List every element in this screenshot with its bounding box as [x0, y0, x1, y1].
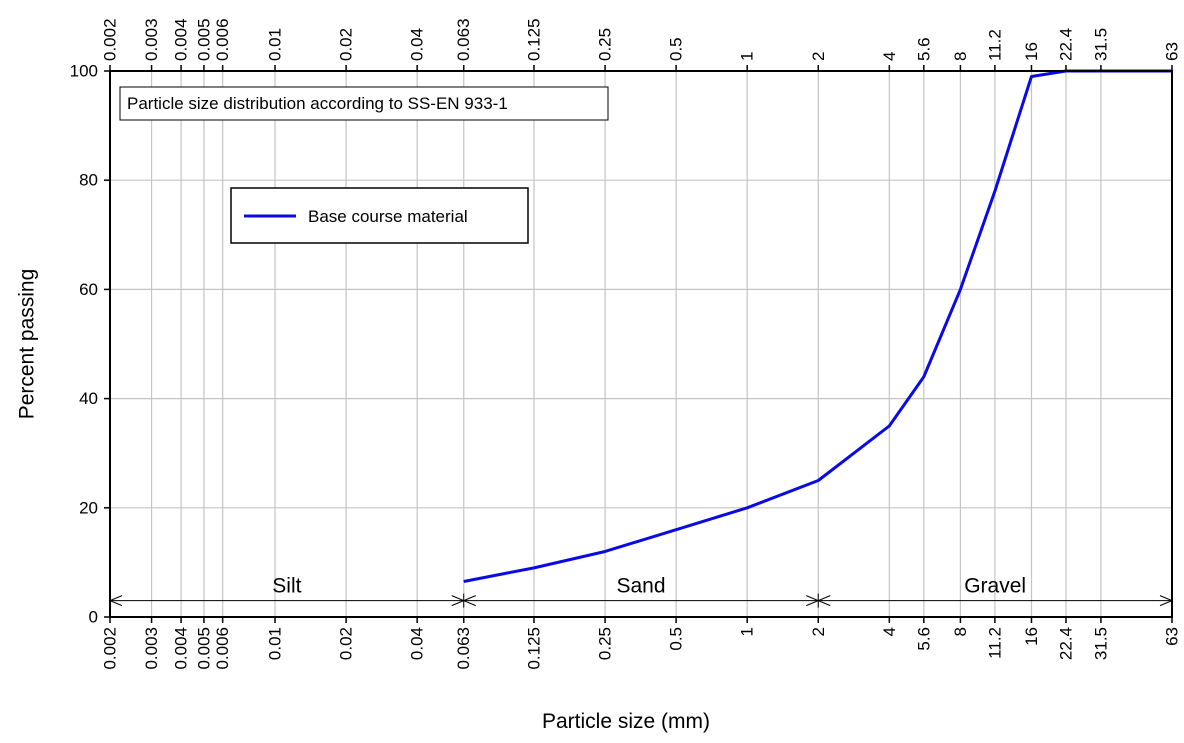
x-tick-label-top: 63 — [1163, 42, 1182, 61]
legend: Base course material — [231, 188, 528, 243]
x-tick-label-bottom: 0.004 — [172, 627, 191, 670]
x-tick-label-top: 0.063 — [454, 18, 473, 61]
x-tick-label-bottom: 0.125 — [524, 627, 543, 670]
x-tick-label-bottom: 0.02 — [337, 627, 356, 660]
x-tick-label-top: 0.002 — [101, 18, 120, 61]
x-tick-label-bottom: 1 — [738, 627, 757, 636]
x-tick-label-top: 2 — [809, 52, 828, 61]
zone-label: Silt — [272, 575, 301, 598]
y-tick-label: 20 — [79, 498, 98, 517]
x-tick-label-top: 0.003 — [142, 18, 161, 61]
zone-label: Sand — [616, 575, 665, 598]
x-tick-label-top: 0.04 — [408, 28, 427, 61]
legend-label: Base course material — [308, 207, 468, 226]
y-tick-label: 60 — [79, 280, 98, 299]
x-tick-label-top: 0.02 — [337, 28, 356, 61]
x-tick-label-top: 0.125 — [524, 18, 543, 61]
x-tick-label-bottom: 0.002 — [101, 627, 120, 670]
soil-zones: Silt Sand Gravel — [110, 575, 1172, 608]
x-tick-label-bottom: 0.5 — [667, 627, 686, 651]
x-axis-title: Particle size (mm) — [542, 710, 710, 733]
x-tick-label-bottom: 8 — [951, 627, 970, 636]
x-tick-label-top: 16 — [1022, 42, 1041, 61]
x-tick-label-top: 31.5 — [1091, 28, 1110, 61]
x-tick-label-bottom: 0.006 — [213, 627, 232, 670]
x-tick-label-bottom: 0.003 — [142, 627, 161, 670]
x-tick-label-top: 22.4 — [1056, 28, 1075, 61]
x-tick-label-bottom: 11.2 — [985, 627, 1004, 659]
y-tick-label: 100 — [70, 62, 98, 81]
x-tick-label-top: 0.004 — [172, 18, 191, 61]
annotation-box: Particle size distribution according to … — [120, 87, 608, 120]
plot-frame — [110, 71, 1172, 617]
x-tick-label-bottom: 0.005 — [194, 627, 213, 670]
x-tick-label-bottom: 0.04 — [408, 627, 427, 660]
x-tick-label-top: 4 — [880, 52, 899, 61]
x-tick-label-bottom: 16 — [1022, 627, 1041, 646]
annotation-text: Particle size distribution according to … — [127, 94, 508, 113]
y-tick-label: 0 — [89, 608, 98, 627]
zone-label: Gravel — [964, 575, 1026, 598]
x-tick-label-bottom: 0.01 — [266, 627, 285, 660]
x-tick-label-bottom: 0.25 — [596, 627, 615, 660]
grid — [110, 71, 1172, 617]
y-tick-label: 80 — [79, 171, 98, 190]
x-tick-label-bottom: 0.063 — [454, 627, 473, 670]
x-tick-label-top: 0.25 — [596, 28, 615, 61]
y-tick-label: 40 — [79, 389, 98, 408]
x-tick-label-bottom: 31.5 — [1091, 627, 1110, 660]
x-tick-label-top: 8 — [951, 52, 970, 61]
x-tick-label-bottom: 63 — [1163, 627, 1182, 646]
y-axis-title: Percent passing — [16, 269, 39, 420]
x-tick-label-bottom: 2 — [809, 627, 828, 636]
x-tick-label-top: 1 — [738, 52, 757, 61]
x-tick-label-top: 0.006 — [213, 18, 232, 61]
x-tick-label-bottom: 22.4 — [1056, 627, 1075, 660]
x-tick-label-bottom: 4 — [880, 627, 899, 636]
x-tick-label-top: 11.2 — [985, 29, 1004, 61]
x-tick-label-bottom: 5.6 — [914, 627, 933, 651]
x-tick-label-top: 0.01 — [266, 28, 285, 61]
x-tick-label-top: 5.6 — [914, 37, 933, 61]
x-tick-label-top: 0.5 — [667, 37, 686, 61]
x-tick-label-top: 0.005 — [194, 18, 213, 61]
